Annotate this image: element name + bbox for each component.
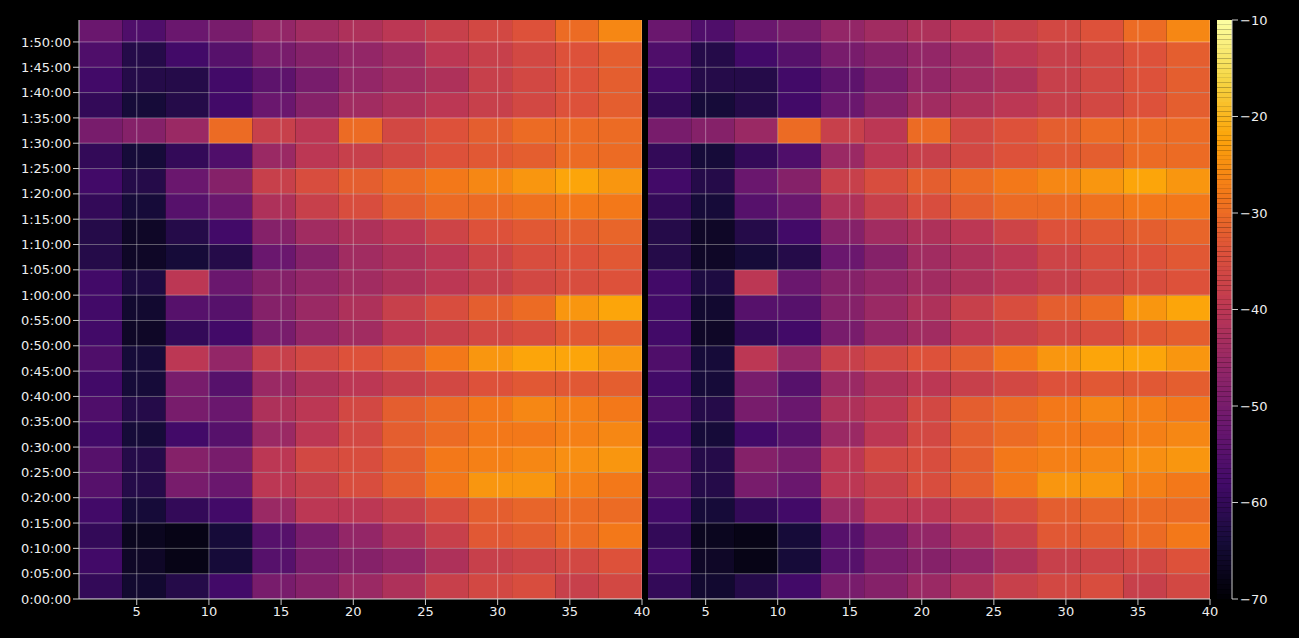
svg-text:1:00:00: 1:00:00 xyxy=(21,288,71,303)
svg-text:1:50:00: 1:50:00 xyxy=(21,35,71,50)
svg-text:25: 25 xyxy=(986,604,1003,619)
svg-text:25: 25 xyxy=(417,604,434,619)
svg-text:10: 10 xyxy=(769,604,786,619)
svg-text:5: 5 xyxy=(133,604,141,619)
svg-text:−70: −70 xyxy=(1240,592,1267,607)
svg-text:−60: −60 xyxy=(1240,495,1267,510)
svg-text:30: 30 xyxy=(1058,604,1075,619)
svg-text:1:35:00: 1:35:00 xyxy=(21,111,71,126)
svg-text:1:40:00: 1:40:00 xyxy=(21,85,71,100)
svg-text:0:20:00: 0:20:00 xyxy=(21,490,71,505)
svg-text:0:25:00: 0:25:00 xyxy=(21,465,71,480)
svg-text:0:00:00: 0:00:00 xyxy=(21,592,71,607)
svg-text:0:15:00: 0:15:00 xyxy=(21,516,71,531)
svg-text:35: 35 xyxy=(1130,604,1147,619)
svg-text:−20: −20 xyxy=(1240,109,1267,124)
svg-text:0:05:00: 0:05:00 xyxy=(21,566,71,581)
svg-text:1:30:00: 1:30:00 xyxy=(21,136,71,151)
svg-text:15: 15 xyxy=(273,604,290,619)
svg-text:0:10:00: 0:10:00 xyxy=(21,541,71,556)
svg-text:15: 15 xyxy=(841,604,858,619)
svg-text:0:35:00: 0:35:00 xyxy=(21,414,71,429)
svg-text:−30: −30 xyxy=(1240,206,1267,221)
svg-text:10: 10 xyxy=(201,604,218,619)
svg-text:−40: −40 xyxy=(1240,302,1267,317)
svg-text:20: 20 xyxy=(914,604,931,619)
svg-text:−10: −10 xyxy=(1240,13,1267,28)
svg-text:1:25:00: 1:25:00 xyxy=(21,161,71,176)
svg-text:30: 30 xyxy=(489,604,506,619)
svg-text:0:30:00: 0:30:00 xyxy=(21,440,71,455)
svg-text:0:55:00: 0:55:00 xyxy=(21,313,71,328)
svg-text:1:15:00: 1:15:00 xyxy=(21,212,71,227)
svg-text:1:20:00: 1:20:00 xyxy=(21,186,71,201)
svg-text:5: 5 xyxy=(702,604,710,619)
svg-text:40: 40 xyxy=(1202,604,1218,619)
svg-text:0:40:00: 0:40:00 xyxy=(21,389,71,404)
svg-text:0:45:00: 0:45:00 xyxy=(21,364,71,379)
svg-text:1:45:00: 1:45:00 xyxy=(21,60,71,75)
svg-text:1:05:00: 1:05:00 xyxy=(21,262,71,277)
svg-text:0:50:00: 0:50:00 xyxy=(21,338,71,353)
svg-text:1:10:00: 1:10:00 xyxy=(21,237,71,252)
svg-text:35: 35 xyxy=(562,604,579,619)
svg-text:20: 20 xyxy=(345,604,362,619)
svg-text:40: 40 xyxy=(634,604,650,619)
svg-text:−50: −50 xyxy=(1240,399,1267,414)
